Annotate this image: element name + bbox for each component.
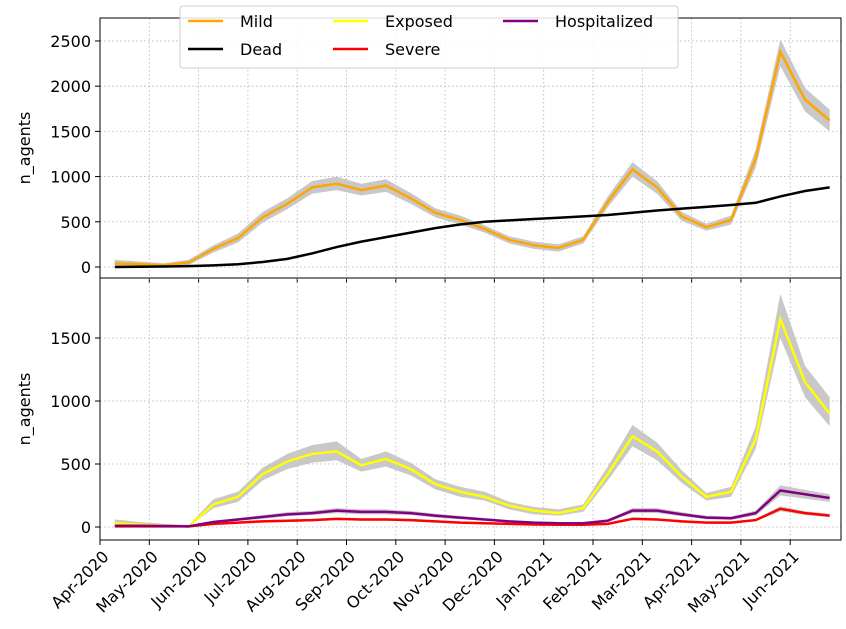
- y-tick-label: 1000: [50, 168, 91, 187]
- legend-label: Severe: [385, 40, 440, 59]
- legend-label: Mild: [240, 12, 273, 31]
- legend-label: Exposed: [385, 12, 453, 31]
- confidence-band: [114, 39, 830, 267]
- y-tick-label: 0: [81, 518, 91, 537]
- y-axis-label: n_agents: [15, 112, 35, 185]
- series-line: [114, 314, 831, 528]
- legend-box: [179, 5, 679, 69]
- confidence-band: [114, 293, 830, 528]
- series-line: [114, 48, 831, 267]
- y-tick-label: 1500: [50, 329, 91, 348]
- legend: Mild Dead Exposed Severe Hospitalized: [179, 5, 679, 69]
- legend-label: Hospitalized: [555, 12, 653, 31]
- y-tick-label: 500: [60, 455, 91, 474]
- plot-frame: [99, 277, 842, 541]
- y-tick-label: 2500: [50, 32, 91, 51]
- y-tick-label: 1500: [50, 122, 91, 141]
- y-tick-label: 500: [60, 213, 91, 232]
- y-tick-label: 0: [81, 258, 91, 277]
- series-line: [114, 489, 830, 528]
- series-line: [114, 507, 830, 528]
- y-tick-label: 2000: [50, 77, 91, 96]
- y-axis-label: n_agents: [15, 373, 35, 446]
- y-tick-label: 1000: [50, 392, 91, 411]
- confidence-band: [114, 506, 830, 528]
- legend-label: Dead: [240, 40, 282, 59]
- series-line: [114, 186, 830, 269]
